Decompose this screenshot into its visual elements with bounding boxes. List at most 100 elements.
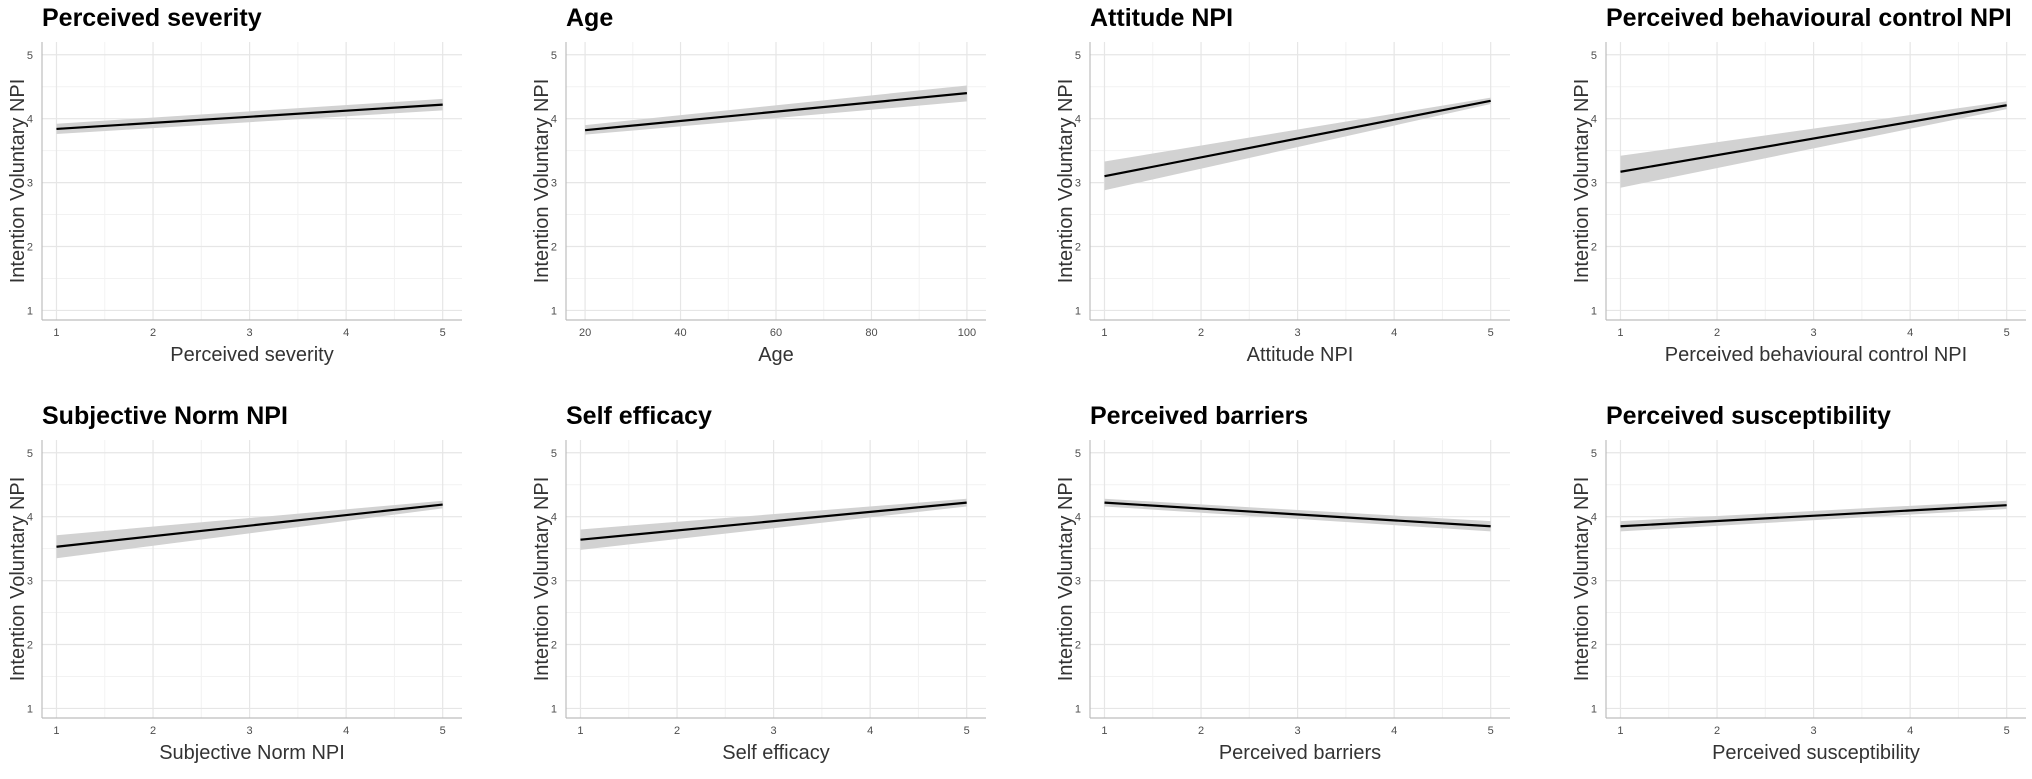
chart-title: Age (566, 4, 613, 32)
y-tick-label: 5 (1591, 50, 1597, 62)
y-tick-label: 4 (1075, 114, 1081, 126)
chart-svg: 1 2 3 4 5 1 2 3 4 5 Perceived severity Intention Vo… (7, 4, 462, 366)
x-tick-label: 3 (771, 725, 777, 737)
x-axis-title: Perceived barriers (1219, 742, 1381, 764)
y-axis-title: Intention Voluntary NPI (531, 477, 553, 682)
y-tick-label: 2 (1591, 640, 1597, 652)
chart-panel: 20 40 60 80 100 1 2 3 4 5 Age Intention Voluntary N… (524, 0, 992, 376)
chart-title: Perceived behavioural control NPI (1606, 4, 2012, 32)
regression-line (56, 103, 443, 131)
chart-svg: 1 2 3 4 5 1 2 3 4 5 Perceived susceptibility Intent… (1571, 402, 2026, 764)
x-tick-label: 2 (1714, 725, 1720, 737)
chart-panel: 1 2 3 4 5 1 2 3 4 5 Subjective Norm NPI Intention V… (0, 398, 468, 774)
x-axis-title: Self efficacy (722, 742, 829, 764)
chart-title: Attitude NPI (1090, 4, 1233, 32)
y-tick-label: 1 (1591, 703, 1597, 715)
y-tick-label: 5 (551, 50, 557, 62)
x-tick-label: 4 (1907, 327, 1913, 339)
y-tick-label: 1 (551, 703, 557, 715)
chart-svg: 1 2 3 4 5 1 2 3 4 5 Self efficacy Intention Volunta… (531, 402, 986, 764)
y-tick-label: 2 (551, 242, 557, 254)
x-tick-label: 4 (1391, 327, 1397, 339)
x-tick-label: 5 (2004, 327, 2010, 339)
x-tick-label: 3 (1811, 725, 1817, 737)
regression-line (1620, 504, 2007, 528)
y-tick-label: 3 (551, 576, 557, 588)
regression-line (1104, 99, 1491, 178)
y-tick-label: 5 (551, 448, 557, 460)
y-tick-label: 1 (1075, 703, 1081, 715)
chart-svg: 1 2 3 4 5 1 2 3 4 5 Subjective Norm NPI Intention V… (7, 402, 462, 764)
confidence-band (585, 85, 967, 135)
chart-panel: 1 2 3 4 5 1 2 3 4 5 Perceived behavioural control … (1564, 0, 2032, 376)
y-axis-title: Intention Voluntary NPI (1571, 79, 1593, 284)
x-tick-label: 1 (1101, 725, 1107, 737)
y-tick-label: 5 (27, 448, 33, 460)
regression-line (56, 503, 443, 548)
y-tick-label: 1 (27, 703, 33, 715)
regression-line (584, 92, 968, 132)
x-tick-label: 5 (964, 725, 970, 737)
x-tick-label: 2 (1714, 327, 1720, 339)
y-axis-title: Intention Voluntary NPI (1055, 79, 1077, 284)
x-tick-label: 3 (1295, 327, 1301, 339)
y-tick-label: 4 (1075, 512, 1081, 524)
y-axis-title: Intention Voluntary NPI (1055, 477, 1077, 682)
x-axis-title: Subjective Norm NPI (159, 742, 345, 764)
x-tick-label: 3 (1811, 327, 1817, 339)
y-tick-label: 3 (1591, 178, 1597, 190)
y-tick-label: 4 (1591, 114, 1597, 126)
chart-title: Subjective Norm NPI (42, 402, 288, 430)
y-tick-label: 2 (27, 640, 33, 652)
y-tick-label: 1 (551, 305, 557, 317)
y-tick-label: 3 (1075, 178, 1081, 190)
x-tick-label: 2 (674, 725, 680, 737)
y-tick-label: 4 (551, 114, 557, 126)
x-tick-label: 60 (770, 327, 782, 339)
x-tick-label: 4 (343, 725, 349, 737)
chart-panel: 1 2 3 4 5 1 2 3 4 5 Perceived susceptibility Intent… (1564, 398, 2032, 774)
y-tick-label: 4 (1591, 512, 1597, 524)
x-tick-label: 1 (1617, 725, 1623, 737)
y-tick-label: 2 (1075, 242, 1081, 254)
chart-svg: 20 40 60 80 100 1 2 3 4 5 Age Intention Voluntary N… (531, 4, 986, 366)
y-tick-label: 5 (1075, 50, 1081, 62)
y-tick-label: 2 (551, 640, 557, 652)
chart-panel: 1 2 3 4 5 1 2 3 4 5 Perceived severity Intention Vo… (0, 0, 468, 376)
y-axis-title: Intention Voluntary NPI (1571, 477, 1593, 682)
chart-panel: 1 2 3 4 5 1 2 3 4 5 Self efficacy Intention Volunta… (524, 398, 992, 774)
x-tick-label: 80 (865, 327, 877, 339)
y-axis-title: Intention Voluntary NPI (531, 79, 553, 284)
x-tick-label: 4 (867, 725, 873, 737)
regression-line (580, 501, 967, 541)
x-axis-title: Attitude NPI (1247, 344, 1354, 366)
x-tick-label: 100 (958, 327, 976, 339)
y-tick-label: 1 (1591, 305, 1597, 317)
x-tick-label: 2 (150, 725, 156, 737)
x-tick-label: 1 (53, 327, 59, 339)
y-tick-label: 4 (27, 512, 33, 524)
x-tick-label: 5 (2004, 725, 2010, 737)
x-axis-title: Perceived behavioural control NPI (1665, 344, 1967, 366)
y-axis-title: Intention Voluntary NPI (7, 79, 29, 284)
x-tick-label: 2 (1198, 725, 1204, 737)
y-tick-label: 1 (27, 305, 33, 317)
x-tick-label: 3 (247, 327, 253, 339)
x-tick-label: 2 (1198, 327, 1204, 339)
x-tick-label: 4 (343, 327, 349, 339)
y-tick-label: 3 (27, 576, 33, 588)
x-tick-label: 4 (1391, 725, 1397, 737)
x-axis-title: Perceived susceptibility (1712, 742, 1920, 764)
y-axis-title: Intention Voluntary NPI (7, 477, 29, 682)
y-tick-label: 4 (27, 114, 33, 126)
y-tick-label: 5 (27, 50, 33, 62)
y-tick-label: 4 (551, 512, 557, 524)
chart-panel: 1 2 3 4 5 1 2 3 4 5 Attitude NPI Intention Voluntar… (1048, 0, 1516, 376)
regression-line (1620, 104, 2007, 173)
y-tick-label: 5 (1591, 448, 1597, 460)
x-tick-label: 1 (53, 725, 59, 737)
y-tick-label: 3 (551, 178, 557, 190)
y-tick-label: 5 (1075, 448, 1081, 460)
x-axis-title: Perceived severity (170, 344, 333, 366)
